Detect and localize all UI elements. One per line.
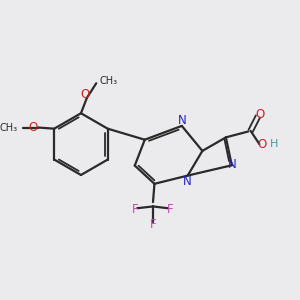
Text: CH₃: CH₃ (100, 76, 118, 86)
Text: F: F (131, 203, 138, 216)
Text: O: O (256, 108, 265, 121)
Text: N: N (178, 114, 187, 128)
Text: CH₃: CH₃ (0, 122, 18, 133)
Text: N: N (228, 158, 236, 172)
Text: F: F (150, 218, 156, 231)
Text: F: F (167, 203, 173, 216)
Text: H: H (270, 139, 278, 148)
Text: O: O (28, 121, 38, 134)
Text: O: O (258, 138, 267, 151)
Text: O: O (81, 88, 90, 100)
Text: N: N (183, 175, 192, 188)
